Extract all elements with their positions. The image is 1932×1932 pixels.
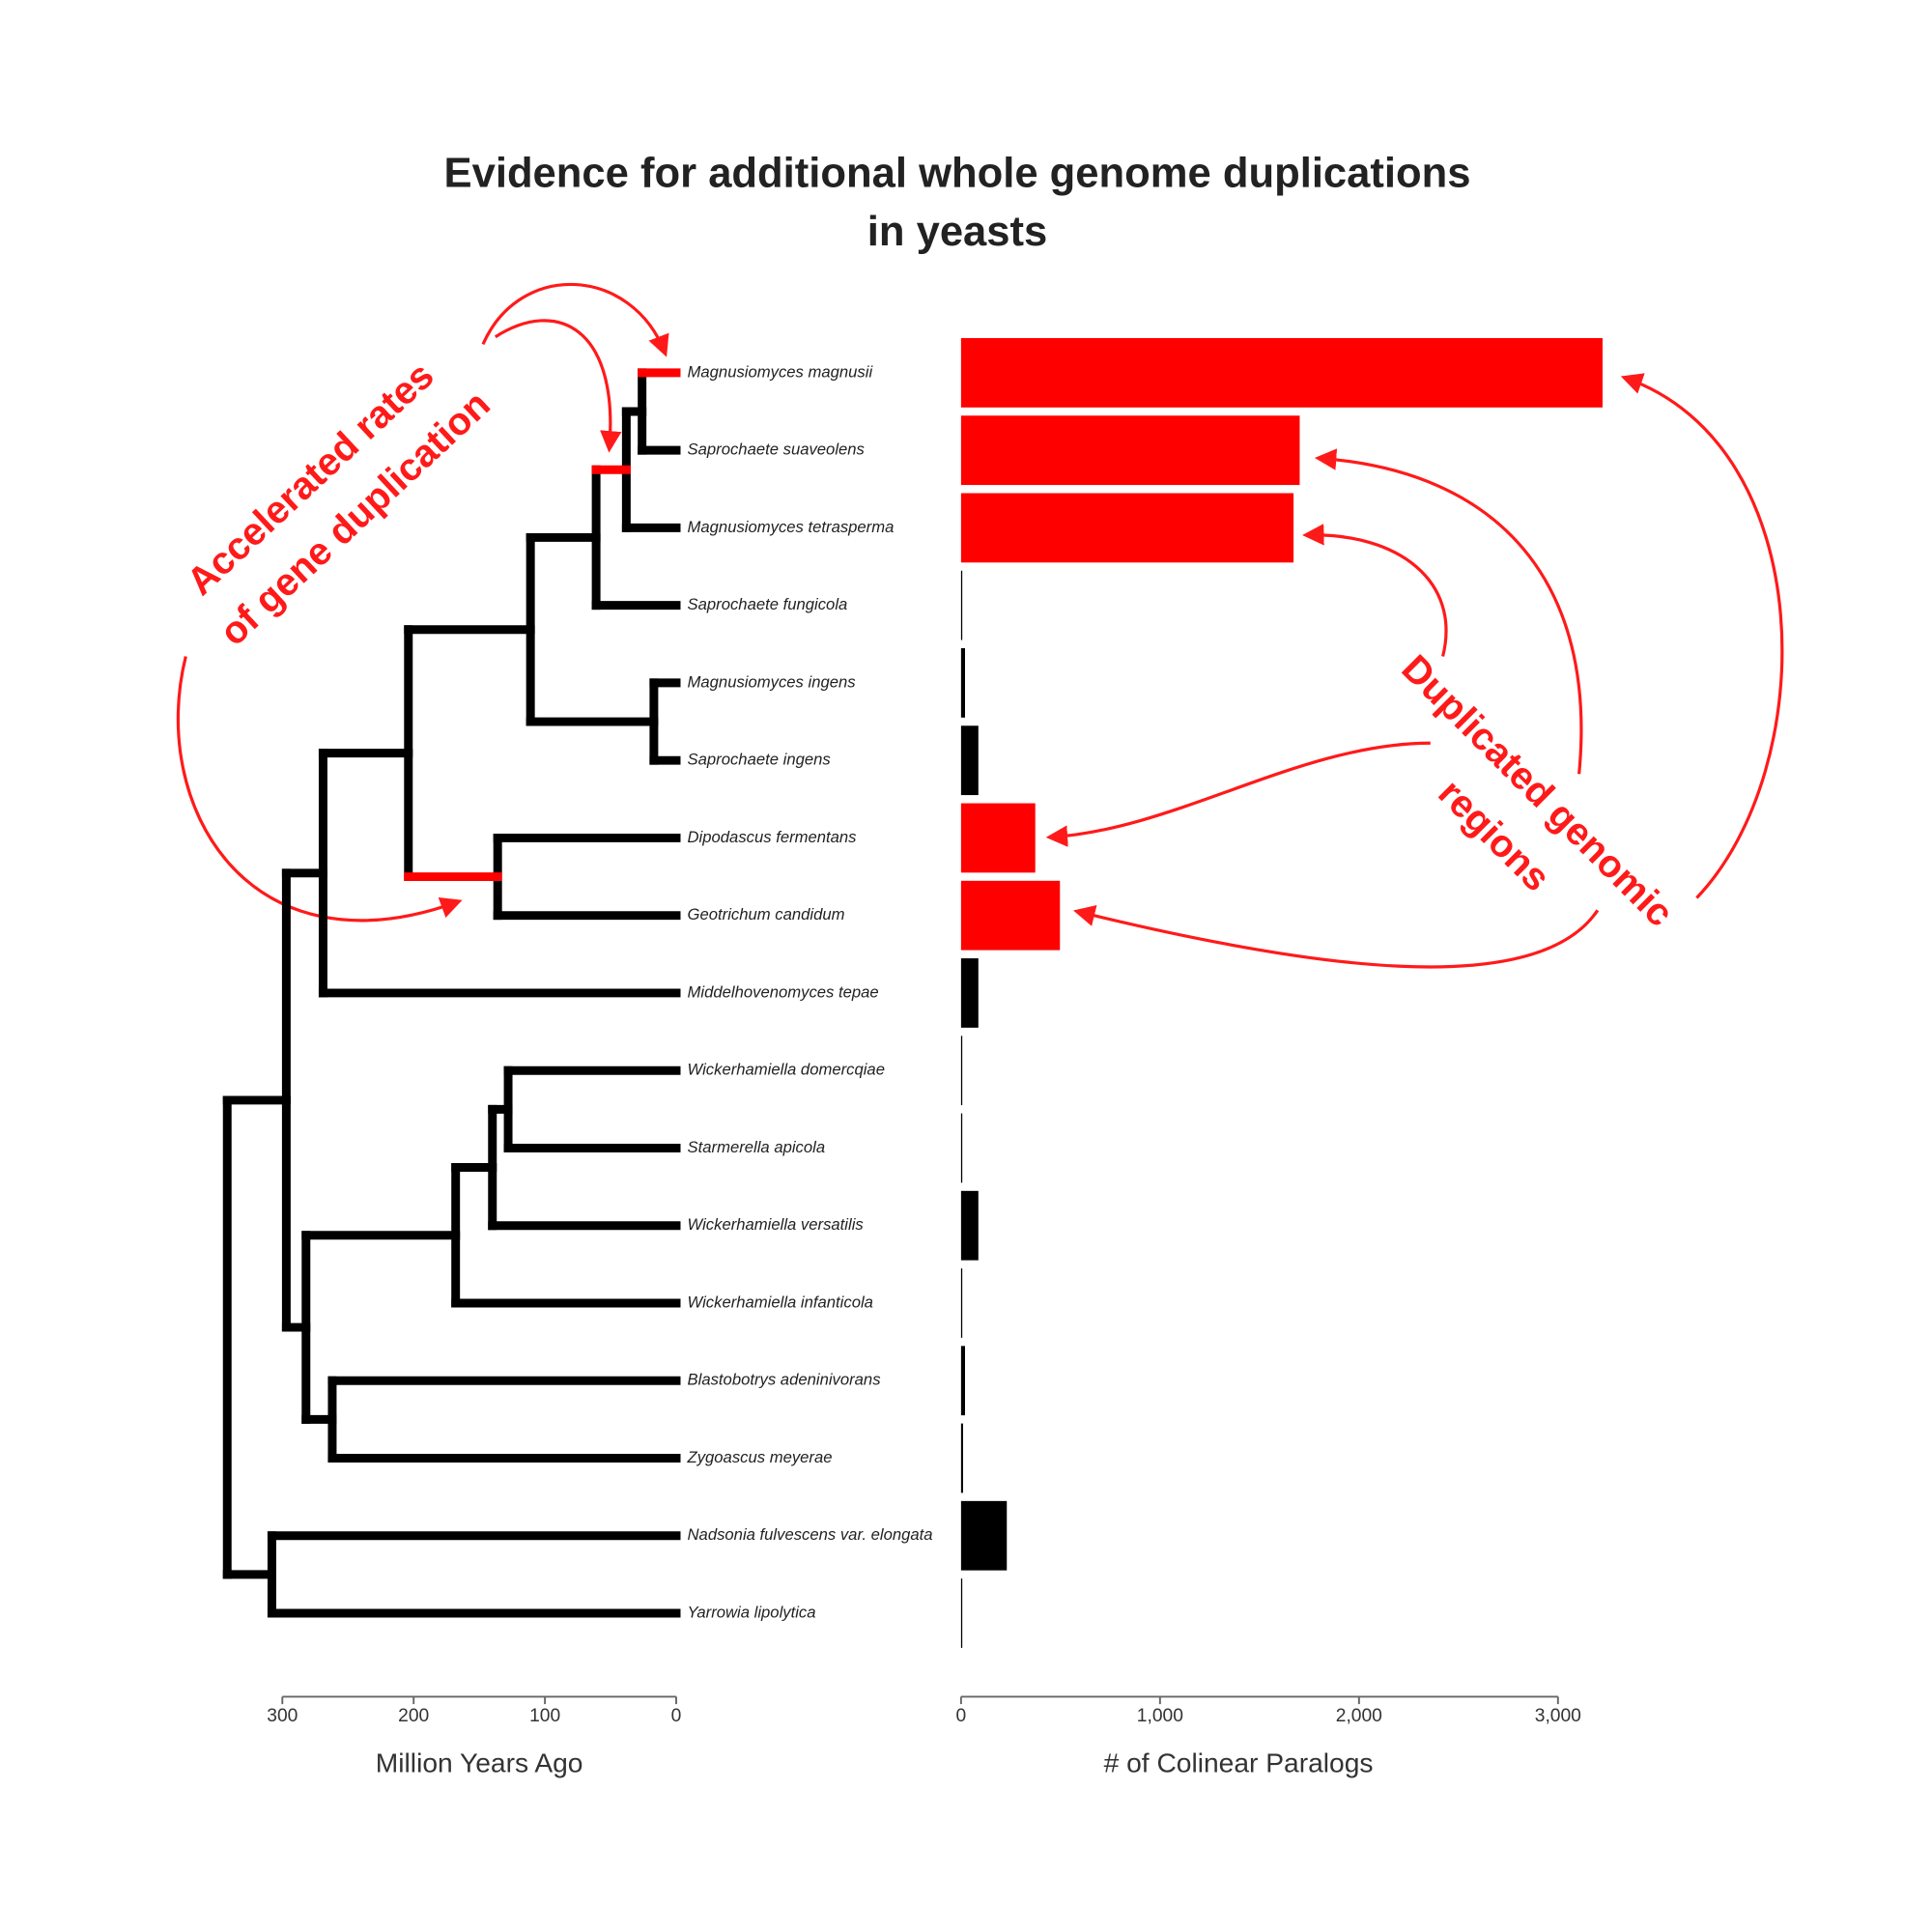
leaf-label: Yarrowia lipolytica (688, 1603, 816, 1621)
x-axis-label: # of Colinear Paralogs (1104, 1747, 1374, 1777)
chart-title: in yeasts (867, 209, 1048, 255)
bar (960, 570, 963, 640)
leaf-label: Zygoascus meyerae (687, 1448, 833, 1466)
bar (960, 1268, 963, 1338)
bar (960, 1190, 979, 1261)
bar (960, 493, 1294, 563)
x-tick-label: 200 (398, 1706, 429, 1726)
leaf-label: Wickerhamiella infanticola (688, 1293, 873, 1311)
x-tick-label: 300 (267, 1706, 298, 1726)
leaf-label: Geotrichum candidum (688, 905, 845, 923)
leaf-label: Magnusiomyces magnusii (688, 362, 874, 381)
bar (960, 415, 1300, 486)
x-tick-label: 1,000 (1137, 1706, 1183, 1726)
bar (960, 880, 1061, 951)
leaf-label: Wickerhamiella domercqiae (688, 1061, 885, 1079)
bar (960, 1346, 965, 1416)
leaf-label: Blastobotrys adeninivorans (688, 1371, 881, 1389)
bar (960, 958, 979, 1028)
leaf-label: Magnusiomyces ingens (688, 672, 856, 691)
bar (960, 338, 1603, 408)
leaf-label: Saprochaete fungicola (688, 595, 848, 613)
x-tick-label: 3,000 (1535, 1706, 1581, 1726)
leaf-label: Dipodascus fermentans (688, 828, 857, 846)
x-tick-label: 0 (956, 1706, 967, 1726)
bar (960, 1036, 963, 1106)
x-tick-label: 100 (529, 1706, 560, 1726)
annotation-arrows (176, 282, 1784, 969)
bar (960, 648, 965, 718)
annotation: Duplicated genomic (1393, 647, 1681, 935)
bar (960, 1113, 963, 1183)
bar (960, 803, 1036, 873)
bar (960, 1500, 1008, 1571)
x-tick-label: 2,000 (1336, 1706, 1382, 1726)
leaf-label: Magnusiomyces tetrasperma (688, 518, 895, 536)
leaf-label: Starmerella apicola (688, 1138, 826, 1156)
bar (960, 725, 979, 796)
chart-title: Evidence for additional whole genome dup… (444, 151, 1471, 197)
leaf-label: Nadsonia fulvescens var. elongata (688, 1525, 933, 1544)
x-axis-label: Million Years Ago (376, 1747, 583, 1777)
leaf-label: Wickerhamiella versatilis (688, 1215, 864, 1234)
leaf-label: Middelhovenomyces tepae (688, 982, 879, 1001)
leaf-label: Saprochaete ingens (688, 751, 831, 769)
leaf-label: Saprochaete suaveolens (688, 440, 865, 459)
bar (960, 1423, 963, 1493)
bar (960, 1578, 963, 1648)
x-tick-label: 0 (671, 1706, 682, 1726)
